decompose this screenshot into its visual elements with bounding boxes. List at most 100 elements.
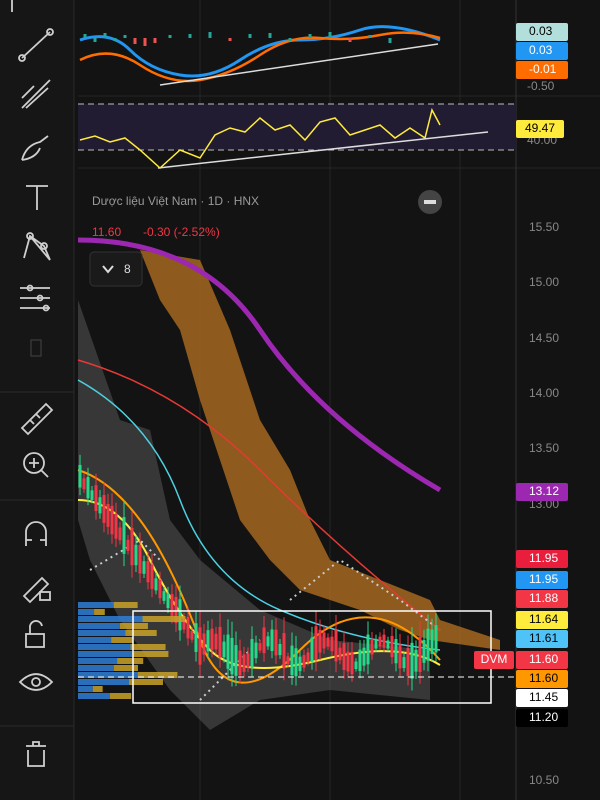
candle-body	[102, 494, 106, 523]
candle-body	[206, 630, 210, 652]
price-tag	[516, 689, 568, 707]
candle-body	[370, 638, 374, 655]
candle-body	[274, 629, 278, 656]
candle-body	[318, 629, 322, 653]
profile-bar	[137, 672, 178, 678]
lock-tool[interactable]	[25, 620, 45, 648]
zoom-tool[interactable]	[23, 452, 49, 478]
candle-body	[246, 653, 250, 668]
candle-body	[386, 640, 390, 649]
candle-body	[178, 599, 182, 631]
magnet-tool[interactable]	[25, 521, 47, 546]
candle-body	[234, 645, 238, 676]
macd-tag	[516, 42, 568, 60]
price-axis-label: 14.00	[529, 386, 559, 400]
icon-shape[interactable]	[30, 339, 42, 357]
price-tag	[516, 670, 568, 688]
candle-body	[334, 629, 338, 662]
price-tag-name: DVM	[481, 652, 508, 666]
profile-bar	[113, 665, 138, 671]
candle-body	[290, 645, 294, 676]
profile-bar	[130, 644, 166, 650]
collapse-button[interactable]	[89, 251, 143, 287]
rsi-panel: 40.00 49.47	[78, 103, 564, 170]
candle-body	[378, 636, 382, 647]
delete-tool[interactable]	[26, 741, 46, 767]
ruler-tool[interactable]	[20, 402, 54, 436]
candle-body	[314, 626, 318, 660]
price-tag	[516, 611, 568, 629]
candle-body	[106, 503, 110, 527]
candle-body	[338, 647, 342, 661]
profile-bar	[78, 630, 126, 636]
lock-drawing-tool[interactable]	[22, 576, 51, 604]
profile-bar	[94, 609, 105, 615]
candle-body	[170, 594, 174, 617]
candle-body	[414, 649, 418, 672]
candle-body	[86, 477, 90, 499]
price-tag-text: 11.60	[529, 671, 558, 685]
price-tag	[516, 483, 568, 501]
candle-body	[426, 628, 430, 661]
price-axis-label: 14.50	[529, 331, 559, 345]
candle-body	[122, 517, 126, 554]
profile-bar	[78, 616, 143, 622]
candle-body	[242, 654, 246, 672]
candle-body	[202, 633, 206, 655]
candle-body	[358, 649, 362, 672]
profile-bar	[78, 651, 133, 657]
candle-body	[430, 629, 434, 654]
fib-tool[interactable]	[21, 79, 51, 109]
candle-body	[262, 627, 266, 654]
candle-body	[254, 642, 258, 659]
price-tag	[516, 709, 568, 727]
candle-body	[394, 639, 398, 664]
candle-body	[150, 564, 154, 589]
candle-body	[282, 633, 286, 669]
price-tag-text: 11.45	[529, 690, 558, 704]
candle-body	[162, 591, 166, 601]
text-tool[interactable]	[26, 185, 48, 210]
visibility-tool[interactable]	[18, 673, 54, 691]
candle-body	[130, 527, 134, 566]
price-tag	[516, 550, 568, 568]
candle-body	[406, 648, 410, 677]
brush-tool[interactable]	[21, 135, 49, 161]
profile-bar	[132, 651, 169, 657]
price-axis-label: 15.50	[529, 220, 559, 234]
line-tool[interactable]	[18, 28, 54, 62]
profile-bar	[78, 686, 93, 692]
price-tag	[516, 590, 568, 608]
candle-body	[182, 617, 186, 630]
candle-body	[126, 539, 130, 551]
profile-bar	[78, 693, 110, 699]
price-change: -0.30 (-2.52%)	[143, 225, 220, 239]
candle-body	[82, 478, 86, 490]
rsi-value: 49.47	[525, 121, 555, 135]
candle-body	[258, 643, 262, 651]
candle-body	[194, 623, 198, 652]
candle-body	[190, 630, 194, 640]
candle-body	[94, 485, 98, 511]
candle-body	[330, 636, 334, 652]
profile-bar	[78, 658, 118, 664]
candle-body	[302, 655, 306, 668]
candle-body	[90, 490, 94, 501]
macd-tag	[516, 61, 568, 79]
candle-body	[158, 579, 162, 599]
collapsed-count: 8	[124, 262, 131, 276]
price-tag-text: 11.64	[529, 612, 558, 626]
macd-tag-text: -0.01	[529, 62, 557, 76]
candle-body	[142, 561, 146, 574]
profile-bar	[78, 602, 114, 608]
price-axis: 15.5015.0014.5014.0013.5013.0010.5013.12…	[474, 220, 568, 787]
forecast-tool[interactable]	[20, 284, 50, 312]
candle-body	[266, 636, 270, 647]
candle-body	[418, 636, 422, 672]
candle-body	[398, 644, 402, 669]
candle-body	[186, 616, 190, 639]
candle-body	[114, 513, 118, 539]
pattern-tool[interactable]	[23, 232, 51, 261]
candle-body	[154, 578, 158, 591]
